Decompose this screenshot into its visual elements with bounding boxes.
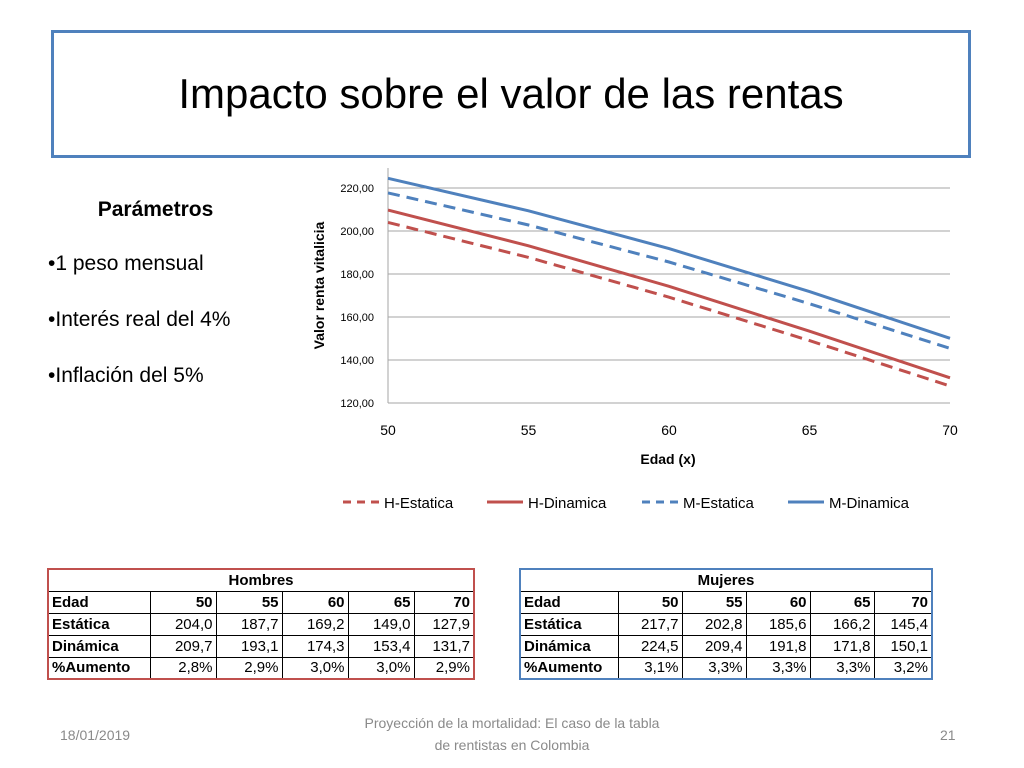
table-cell: 169,2 bbox=[281, 612, 349, 636]
table-cell: 127,9 bbox=[413, 612, 475, 636]
table-cell: %Aumento bbox=[519, 656, 619, 680]
slide-title: Impacto sobre el valor de las rentas bbox=[178, 70, 844, 117]
table-cell: 50 bbox=[617, 590, 683, 614]
table-cell: 171,8 bbox=[809, 634, 875, 658]
table-cell: 2,9% bbox=[413, 656, 475, 680]
legend-label: M-Dinamica bbox=[829, 495, 910, 512]
table-cell: 149,0 bbox=[347, 612, 415, 636]
table-cell: 3,1% bbox=[617, 656, 683, 680]
table-row: Estática 217,7 202,8 185,6 166,2 145,4 bbox=[519, 612, 933, 636]
table-cell: 191,8 bbox=[745, 634, 811, 658]
series-line-h-estatica bbox=[387, 220, 951, 388]
series-line-m-estatica bbox=[387, 191, 951, 350]
legend-label: H-Dinamica bbox=[528, 495, 607, 512]
table-cell: 193,1 bbox=[215, 634, 283, 658]
table-row: %Aumento 2,8% 2,9% 3,0% 3,0% 2,9% bbox=[47, 656, 475, 680]
table-cell: 166,2 bbox=[809, 612, 875, 636]
table-cell: 3,3% bbox=[809, 656, 875, 680]
table-cell: 131,7 bbox=[413, 634, 475, 658]
table-cell: 209,7 bbox=[149, 634, 217, 658]
table-cell: 3,0% bbox=[347, 656, 415, 680]
table-cell: 153,4 bbox=[347, 634, 415, 658]
table-row: Estática 204,0 187,7 169,2 149,0 127,9 bbox=[47, 612, 475, 636]
table-cell: 55 bbox=[215, 590, 283, 614]
y-tick-label: 120,00 bbox=[340, 398, 374, 410]
parameter-item: 1 peso mensual bbox=[48, 252, 288, 276]
table-cell: 150,1 bbox=[873, 634, 933, 658]
title-box: Impacto sobre el valor de las rentas bbox=[51, 30, 971, 158]
x-axis-title: Edad (x) bbox=[640, 451, 695, 467]
table-cell: Estática bbox=[47, 612, 151, 636]
y-tick-label: 220,00 bbox=[340, 183, 374, 195]
x-tick-label: 65 bbox=[802, 422, 818, 438]
table-cell: 187,7 bbox=[215, 612, 283, 636]
table-cell: 3,2% bbox=[873, 656, 933, 680]
table-cell: 204,0 bbox=[149, 612, 217, 636]
table-cell: 202,8 bbox=[681, 612, 747, 636]
series-line-m-dinamica bbox=[387, 176, 951, 340]
table-cell: Edad bbox=[519, 590, 619, 614]
x-tick-label: 70 bbox=[942, 422, 958, 438]
y-axis-title: Valor renta vitalicia bbox=[311, 221, 327, 349]
footer-caption: Proyección de la mortalidad: El caso de … bbox=[364, 715, 660, 753]
parameters-heading: Parámetros bbox=[97, 198, 214, 221]
y-tick-label: 160,00 bbox=[340, 312, 374, 324]
table-row: Dinámica 209,7 193,1 174,3 153,4 131,7 bbox=[47, 634, 475, 658]
parameter-item: Inflación del 5% bbox=[48, 364, 288, 388]
y-tick-label: 180,00 bbox=[340, 269, 374, 281]
series-line-h-dinamica bbox=[387, 208, 951, 380]
table-cell: 65 bbox=[347, 590, 415, 614]
table-cell: 3,3% bbox=[681, 656, 747, 680]
table-cell: %Aumento bbox=[47, 656, 151, 680]
table-cell: 50 bbox=[149, 590, 217, 614]
y-tick-label: 140,00 bbox=[340, 355, 374, 367]
table-row: Edad 50 55 60 65 70 bbox=[519, 590, 933, 614]
x-tick-label: 55 bbox=[521, 422, 537, 438]
table-cell: Estática bbox=[519, 612, 619, 636]
parameter-item: Interés real del 4% bbox=[48, 308, 288, 332]
table-cell: 185,6 bbox=[745, 612, 811, 636]
table-cell: 3,0% bbox=[281, 656, 349, 680]
footer-date: 18/01/2019 bbox=[60, 727, 131, 743]
table-cell: 2,9% bbox=[215, 656, 283, 680]
table-cell: 70 bbox=[413, 590, 475, 614]
x-tick-label: 50 bbox=[380, 422, 396, 438]
table-cell: 217,7 bbox=[617, 612, 683, 636]
table-cell: 174,3 bbox=[281, 634, 349, 658]
table-cell: 65 bbox=[809, 590, 875, 614]
legend-label: H-Estatica bbox=[384, 495, 454, 512]
legend-label: M-Estatica bbox=[683, 495, 755, 512]
table-cell: 2,8% bbox=[149, 656, 217, 680]
table-cell: 60 bbox=[745, 590, 811, 614]
table-cell: 145,4 bbox=[873, 612, 933, 636]
table-title: Hombres bbox=[47, 568, 475, 592]
annuity-line-chart: 120,00 140,00 160,00 180,00 200,00 220,00 50 55… bbox=[311, 168, 958, 512]
slide-number: 21 bbox=[940, 727, 956, 743]
table-cell: 3,3% bbox=[745, 656, 811, 680]
table-row: Dinámica 224,5 209,4 191,8 171,8 150,1 bbox=[519, 634, 933, 658]
table-title: Mujeres bbox=[519, 568, 933, 592]
hombres-table: Hombres Edad 50 55 60 65 70 Estática 204… bbox=[47, 568, 475, 680]
table-cell: Dinámica bbox=[47, 634, 151, 658]
table-cell: Dinámica bbox=[519, 634, 619, 658]
table-cell: 209,4 bbox=[681, 634, 747, 658]
y-tick-label: 200,00 bbox=[340, 226, 374, 238]
table-cell: Edad bbox=[47, 590, 151, 614]
table-cell: 60 bbox=[281, 590, 349, 614]
parameters-panel: Parámetros 1 peso mensual Interés real d… bbox=[48, 198, 288, 420]
table-cell: 70 bbox=[873, 590, 933, 614]
table-cell: 224,5 bbox=[617, 634, 683, 658]
mujeres-table: Mujeres Edad 50 55 60 65 70 Estática 217… bbox=[519, 568, 933, 680]
table-cell: 55 bbox=[681, 590, 747, 614]
table-row: Edad 50 55 60 65 70 bbox=[47, 590, 475, 614]
table-row: %Aumento 3,1% 3,3% 3,3% 3,3% 3,2% bbox=[519, 656, 933, 680]
x-tick-label: 60 bbox=[661, 422, 677, 438]
